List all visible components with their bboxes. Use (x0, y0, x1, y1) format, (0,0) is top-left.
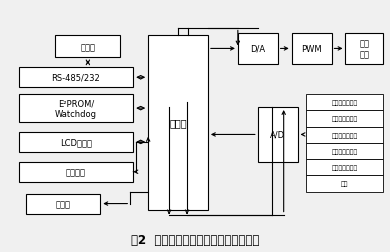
Bar (19, 133, 133, 152)
Text: RS-485/232: RS-485/232 (51, 74, 100, 82)
Text: 温度: 温度 (341, 181, 348, 186)
Bar (148, 36, 208, 210)
Text: 报警装置: 报警装置 (66, 168, 86, 177)
Text: 输出电流模拟量: 输出电流模拟量 (332, 133, 358, 138)
Bar (306, 95, 383, 111)
Text: E²PROM/
Watchdog: E²PROM/ Watchdog (55, 99, 97, 118)
Text: 图2  基于单片机的开关电源原理结构图: 图2 基于单片机的开关电源原理结构图 (131, 233, 259, 246)
Bar (346, 33, 383, 65)
Bar (258, 108, 298, 162)
Bar (26, 194, 100, 214)
Text: D/A: D/A (250, 45, 265, 54)
Bar (55, 36, 120, 58)
Bar (306, 111, 383, 127)
Text: 输入电流状态量: 输入电流状态量 (332, 165, 358, 170)
Bar (19, 162, 133, 182)
Text: PWM: PWM (301, 45, 322, 54)
Bar (292, 33, 332, 65)
Bar (306, 160, 383, 176)
Text: 单片机: 单片机 (169, 118, 187, 128)
Bar (19, 95, 133, 122)
Text: A/D: A/D (270, 131, 285, 139)
Text: 隔离
驱动: 隔离 驱动 (360, 40, 369, 59)
Bar (306, 176, 383, 192)
Bar (19, 68, 133, 88)
Text: 输出电压模拟量: 输出电压模拟量 (332, 100, 358, 106)
Text: 计算机: 计算机 (80, 43, 96, 52)
Bar (306, 143, 383, 160)
Bar (306, 127, 383, 143)
Text: 输出电流状态量: 输出电流状态量 (332, 149, 358, 154)
Text: 打印机: 打印机 (55, 199, 71, 208)
Text: 输出电压状态量: 输出电压状态量 (332, 116, 358, 122)
Text: LCD、键盘: LCD、键盘 (60, 138, 92, 147)
Bar (238, 33, 278, 65)
